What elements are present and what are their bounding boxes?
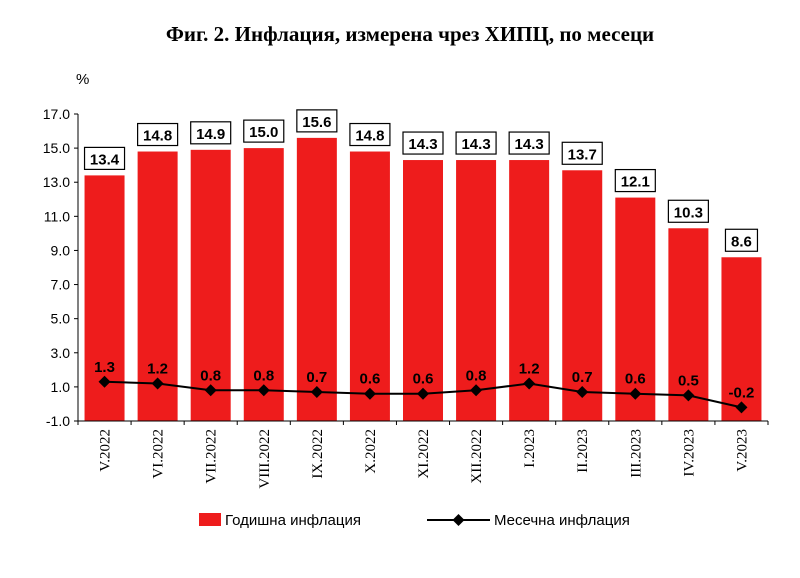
bar-value-label: 15.0 (249, 124, 278, 141)
bar (137, 151, 178, 421)
bar (721, 257, 762, 421)
line-point (523, 377, 536, 390)
y-tick-label: 9.0 (51, 242, 71, 258)
bar (296, 137, 337, 421)
line-value-label: 0.6 (413, 371, 434, 388)
bar (190, 149, 231, 422)
bar-value-label: 14.3 (408, 136, 437, 153)
bar-value-label: 13.7 (568, 146, 597, 163)
bar (349, 151, 390, 421)
legend-swatch-annual (199, 513, 221, 526)
y-tick-label: 5.0 (51, 311, 71, 327)
line-value-label: 1.3 (94, 359, 115, 376)
y-tick-label: 13.0 (43, 174, 70, 190)
bar (615, 197, 656, 421)
x-tick-label: II.2023 (575, 429, 591, 473)
bar-label-box (296, 109, 338, 133)
bar-label-box (508, 131, 550, 155)
x-tick-label: IX.2022 (310, 429, 326, 479)
bar-label-box (561, 141, 603, 165)
y-tick-label: 17.0 (43, 106, 70, 122)
y-tick-label: 11.0 (44, 208, 70, 224)
y-tick-label: -1.0 (46, 413, 70, 429)
line-point (576, 386, 589, 399)
y-tick-label: 1.0 (51, 379, 71, 395)
bar (668, 228, 709, 421)
line-point (257, 384, 270, 397)
y-axis-unit: % (76, 71, 89, 88)
line-point (629, 387, 642, 400)
legend-label-monthly: Месечна инфлация (494, 512, 630, 529)
y-tick-label: 15.0 (43, 140, 70, 156)
bar-value-label: 14.8 (143, 128, 172, 145)
line-value-label: 0.8 (466, 367, 487, 384)
line-value-label: 0.6 (625, 371, 646, 388)
line-point (98, 375, 111, 388)
bar-label-box (724, 228, 759, 252)
line-point (470, 384, 483, 397)
bar-value-label: 14.8 (355, 128, 384, 145)
bar-label-box (614, 168, 656, 193)
x-tick-label: IV.2023 (681, 429, 697, 477)
bar (403, 160, 443, 422)
x-tick-label: V.2022 (98, 429, 114, 472)
line-value-label: 0.5 (678, 372, 699, 389)
bar-value-label: 13.4 (90, 151, 120, 168)
line-value-label: 1.2 (519, 360, 540, 377)
y-tick-label: 3.0 (51, 345, 71, 361)
line-point (735, 401, 748, 414)
bar-label-box (349, 122, 391, 147)
bar-label-box (455, 131, 497, 155)
bar-label-box (243, 119, 285, 143)
x-tick-label: X.2022 (363, 429, 379, 474)
x-tick-label: XII.2022 (469, 429, 485, 484)
legend-marker-monthly (452, 514, 465, 526)
line-value-label: 1.2 (147, 360, 168, 377)
line-point (310, 386, 323, 399)
line-value-label: 0.7 (572, 369, 593, 386)
y-tick-label: 7.0 (51, 277, 71, 293)
bar-value-label: 10.3 (674, 204, 703, 221)
line-point (151, 377, 164, 390)
line-value-label: 0.6 (359, 371, 380, 388)
line-point (682, 389, 695, 402)
bar-value-label: 12.1 (621, 174, 650, 191)
bar-value-label: 14.3 (461, 136, 490, 153)
bar (243, 148, 284, 421)
bar (456, 160, 497, 422)
x-tick-label: VII.2022 (204, 429, 220, 484)
line-point (363, 387, 376, 400)
legend: Годишна инфлация Месечна инфлация (199, 512, 630, 529)
bar-label-box (83, 146, 126, 170)
x-tick-label: I.2023 (522, 429, 538, 468)
x-tick-label: III.2023 (628, 429, 644, 478)
x-tick-label: V.2023 (734, 429, 750, 472)
line-value-label: 0.8 (200, 367, 221, 384)
bar-value-label: 14.9 (196, 126, 225, 143)
bar-label-box (190, 121, 232, 145)
bar-value-label: 8.6 (731, 233, 752, 250)
bar (562, 170, 603, 421)
legend-label-annual: Годишна инфлация (225, 512, 361, 529)
x-tick-label: XI.2022 (416, 429, 432, 479)
line-value-label: 0.8 (253, 367, 274, 384)
bar-label-box (137, 122, 179, 147)
line-point (204, 384, 217, 397)
line-value-label: 0.7 (306, 369, 327, 386)
bar-label-box (402, 131, 444, 155)
bar-label-box (667, 199, 709, 223)
plot-area: 17.0 15.0 13.0 11.0 9.0 7.0 5.0 3.0 1.0 -1.0 V.202… (43, 106, 769, 489)
line-value-label: -0.2 (729, 384, 755, 401)
line-point (417, 387, 429, 400)
bar-value-label: 14.3 (515, 136, 544, 153)
x-tick-label: VIII.2022 (257, 429, 273, 489)
chart-title: Фиг. 2. Инфлация, измерена чрез ХИПЦ, по… (166, 22, 654, 46)
x-tick-label: VI.2022 (151, 429, 167, 479)
bar-value-label: 15.6 (302, 114, 331, 131)
